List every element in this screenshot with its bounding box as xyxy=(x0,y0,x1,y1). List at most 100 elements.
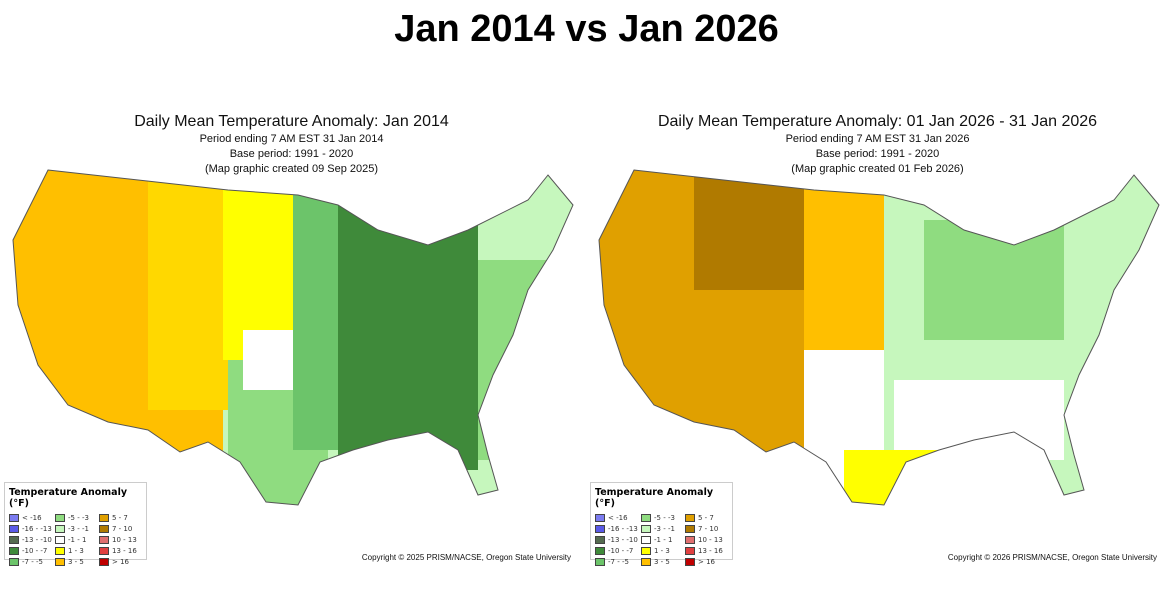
region-plains xyxy=(804,180,884,350)
legend-label: 1 - 3 xyxy=(654,547,670,555)
legend-swatch xyxy=(685,536,695,544)
legend-label: -3 - -1 xyxy=(68,525,89,533)
legend-label: -16 - -13 xyxy=(608,525,638,533)
us-outline xyxy=(598,169,1160,506)
legend-swatch xyxy=(641,547,651,555)
legend-item: > 16 xyxy=(99,557,143,567)
legend-item: -10 - -7 xyxy=(595,546,641,556)
legend-label: -5 - -3 xyxy=(654,514,675,522)
legend-label: 1 - 3 xyxy=(68,547,84,555)
anomaly-map-2014 xyxy=(12,169,574,506)
legend-label: -3 - -1 xyxy=(654,525,675,533)
legend-swatch xyxy=(9,547,19,555)
legend-label: -7 - -5 xyxy=(608,558,629,566)
legend-item: -16 - -13 xyxy=(9,524,55,534)
legend-title: Temperature Anomaly (°F) xyxy=(9,487,128,509)
region-great-lakes xyxy=(924,220,1064,340)
legend-item: < -16 xyxy=(595,513,641,523)
legend-label: -5 - -3 xyxy=(68,514,89,522)
legend-label: 13 - 16 xyxy=(698,547,723,555)
legend-grid: < -16 -5 - -3 5 - 7 -16 - -13 -3 - -1 7 - 10 -… xyxy=(9,513,142,567)
legend-item: -5 - -3 xyxy=(641,513,685,523)
legend-swatch xyxy=(641,536,651,544)
legend-label: 5 - 7 xyxy=(112,514,128,522)
legend-swatch xyxy=(9,514,19,522)
legend-label: > 16 xyxy=(698,558,715,566)
legend-item: -3 - -1 xyxy=(641,524,685,534)
legend-swatch xyxy=(99,558,109,566)
panel-jan-2026: Daily Mean Temperature Anomaly: 01 Jan 2… xyxy=(590,112,1165,572)
map-title: Daily Mean Temperature Anomaly: 01 Jan 2… xyxy=(657,113,1098,130)
legend-item: 5 - 7 xyxy=(99,513,143,523)
legend-label: < -16 xyxy=(22,514,42,522)
legend-label: > 16 xyxy=(112,558,129,566)
legend-swatch xyxy=(9,558,19,566)
created-text: (Map graphic created 01 Feb 2026) xyxy=(791,163,964,175)
map-title: Daily Mean Temperature Anomaly: Jan 2014 xyxy=(134,113,449,130)
legend-item: 1 - 3 xyxy=(55,546,99,556)
legend-item: -1 - 1 xyxy=(55,535,99,545)
region-gulf-coast xyxy=(844,450,964,505)
legend-label: -10 - -7 xyxy=(22,547,48,555)
legend-item: 10 - 13 xyxy=(685,535,729,545)
us-outline xyxy=(12,169,574,506)
legend-item: < -16 xyxy=(9,513,55,523)
legend-swatch xyxy=(685,547,695,555)
legend-swatch xyxy=(595,547,605,555)
legend-item: -7 - -5 xyxy=(9,557,55,567)
legend-label: -7 - -5 xyxy=(22,558,43,566)
legend-swatch xyxy=(55,547,65,555)
base-period-text: Base period: 1991 - 2020 xyxy=(229,148,354,160)
legend-swatch xyxy=(55,525,65,533)
legend-swatch xyxy=(685,558,695,566)
legend-item: 10 - 13 xyxy=(99,535,143,545)
legend-swatch xyxy=(99,536,109,544)
legend-item: 7 - 10 xyxy=(99,524,143,534)
anomaly-map-2026 xyxy=(598,169,1160,506)
legend: Temperature Anomaly (°F) < -16 -5 - -3 5 -… xyxy=(4,482,147,566)
region-great-lakes-south xyxy=(338,200,478,470)
legend-item: -3 - -1 xyxy=(55,524,99,534)
legend-label: -1 - 1 xyxy=(654,536,673,544)
legend-swatch xyxy=(641,525,651,533)
legend-swatch xyxy=(55,536,65,544)
legend-swatch xyxy=(55,558,65,566)
legend-label: -13 - -10 xyxy=(608,536,638,544)
legend-item: 5 - 7 xyxy=(685,513,729,523)
base-period-text: Base period: 1991 - 2020 xyxy=(815,148,940,160)
legend-swatch xyxy=(685,514,695,522)
legend-swatch xyxy=(99,525,109,533)
legend-swatch xyxy=(641,514,651,522)
legend-label: -13 - -10 xyxy=(22,536,52,544)
legend-swatch xyxy=(55,514,65,522)
legend-swatch xyxy=(9,525,19,533)
legend-label: 3 - 5 xyxy=(68,558,84,566)
legend-item: 7 - 10 xyxy=(685,524,729,534)
legend-label: 13 - 16 xyxy=(112,547,137,555)
legend-title: Temperature Anomaly (°F) xyxy=(595,487,714,509)
legend-item: -16 - -13 xyxy=(595,524,641,534)
legend-swatch xyxy=(595,536,605,544)
period-text: Period ending 7 AM EST 31 Jan 2026 xyxy=(785,133,970,145)
legend-item: -13 - -10 xyxy=(9,535,55,545)
legend-item: 3 - 5 xyxy=(55,557,99,567)
legend-item: 3 - 5 xyxy=(641,557,685,567)
legend-label: 3 - 5 xyxy=(654,558,670,566)
region-montana-wyoming xyxy=(694,170,804,290)
legend-swatch xyxy=(99,547,109,555)
legend-label: 7 - 10 xyxy=(112,525,133,533)
legend-label: < -16 xyxy=(608,514,628,522)
region-rockies xyxy=(148,170,228,410)
copyright: Copyright © 2025 PRISM/NACSE, Oregon Sta… xyxy=(361,553,571,562)
created-text: (Map graphic created 09 Sep 2025) xyxy=(204,163,379,175)
legend-label: -16 - -13 xyxy=(22,525,52,533)
legend-item: > 16 xyxy=(685,557,729,567)
legend-swatch xyxy=(641,558,651,566)
legend-swatch xyxy=(9,536,19,544)
legend: Temperature Anomaly (°F) < -16 -5 - -3 5 -… xyxy=(590,482,733,566)
region-south xyxy=(894,380,1064,460)
legend-label: 10 - 13 xyxy=(698,536,723,544)
legend-label: -10 - -7 xyxy=(608,547,634,555)
legend-swatch xyxy=(685,525,695,533)
legend-item: -10 - -7 xyxy=(9,546,55,556)
